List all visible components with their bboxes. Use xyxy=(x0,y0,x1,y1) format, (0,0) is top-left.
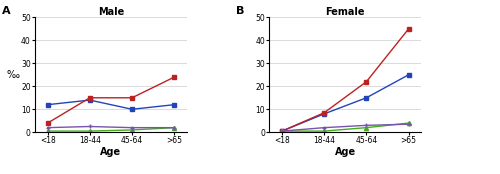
Dislocation xyxy=(129,127,135,129)
Fr_upper xyxy=(321,113,327,115)
Fr_lower xyxy=(321,112,327,114)
Fr_upper xyxy=(279,130,285,132)
X-axis label: Age: Age xyxy=(334,147,356,157)
Line: Dislocation: Dislocation xyxy=(46,124,176,130)
Line: Fr_lower: Fr_lower xyxy=(46,75,176,125)
Line: Fr_trunk: Fr_trunk xyxy=(280,121,410,133)
Title: Male: Male xyxy=(98,7,124,17)
Fr_trunk xyxy=(406,122,411,124)
Text: A: A xyxy=(2,6,10,16)
Fr_upper xyxy=(129,108,135,110)
Line: Fr_upper: Fr_upper xyxy=(46,98,176,111)
Dislocation xyxy=(87,125,93,128)
Dislocation xyxy=(406,123,411,125)
Fr_upper xyxy=(171,104,177,106)
Line: Fr_lower: Fr_lower xyxy=(280,27,410,133)
Line: Fr_upper: Fr_upper xyxy=(280,73,410,133)
Dislocation xyxy=(364,124,370,126)
X-axis label: Age: Age xyxy=(100,147,121,157)
Dislocation xyxy=(321,127,327,129)
Fr_trunk xyxy=(321,130,327,132)
Fr_trunk xyxy=(87,130,93,132)
Fr_upper xyxy=(87,99,93,101)
Fr_lower xyxy=(87,97,93,99)
Fr_trunk xyxy=(171,127,177,129)
Fr_lower xyxy=(44,122,51,124)
Fr_trunk xyxy=(44,130,51,132)
Fr_lower xyxy=(364,81,370,83)
Line: Dislocation: Dislocation xyxy=(280,122,410,133)
Fr_trunk xyxy=(364,127,370,129)
Fr_upper xyxy=(406,74,411,76)
Legend: Fr_upper, Fr_lower, Fr_trunk, Dislocation: Fr_upper, Fr_lower, Fr_trunk, Dislocatio… xyxy=(434,56,490,93)
Fr_lower xyxy=(129,97,135,99)
Fr_lower xyxy=(279,130,285,132)
Y-axis label: ‰: ‰ xyxy=(6,70,19,80)
Line: Fr_trunk: Fr_trunk xyxy=(46,126,176,133)
Fr_trunk xyxy=(279,130,285,132)
Dislocation xyxy=(171,127,177,129)
Fr_lower xyxy=(406,28,411,30)
Fr_lower xyxy=(171,76,177,78)
Dislocation xyxy=(44,127,51,129)
Dislocation xyxy=(279,130,285,132)
Text: B: B xyxy=(236,6,244,16)
Fr_trunk xyxy=(129,129,135,131)
Legend: Fr_upper, Fr_lower, Fr_trunk, Dislocation: Fr_upper, Fr_lower, Fr_trunk, Dislocatio… xyxy=(199,56,255,93)
Title: Female: Female xyxy=(326,7,365,17)
Fr_upper xyxy=(44,104,51,106)
Fr_upper xyxy=(364,97,370,99)
